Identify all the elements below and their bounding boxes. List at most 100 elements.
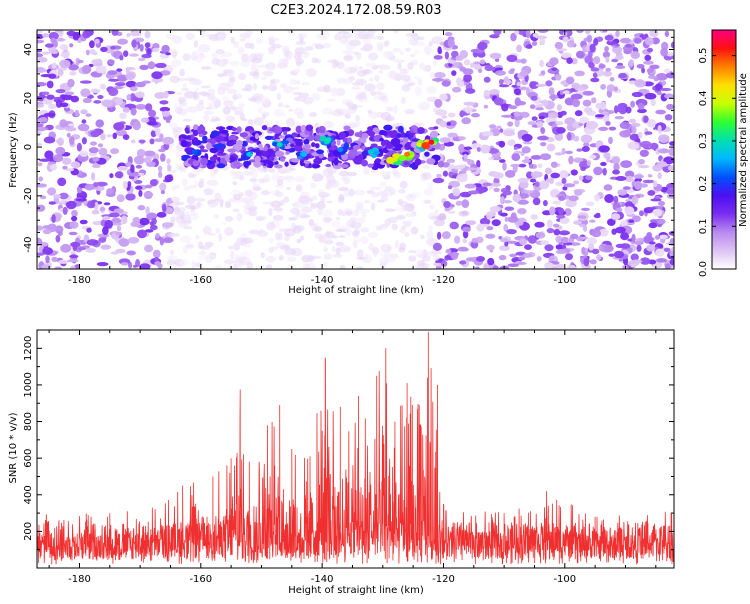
spectrogram-cell xyxy=(336,217,340,221)
spectrogram-cell xyxy=(485,233,496,239)
spectrogram-cell xyxy=(232,93,243,100)
spectrogram-cell xyxy=(236,237,241,245)
spectrogram-cell xyxy=(283,85,295,94)
spectrogram-cell xyxy=(251,57,263,64)
spectrogram-cell xyxy=(664,263,671,269)
spectrogram-cell xyxy=(448,62,453,67)
spectrogram-cell xyxy=(318,234,328,243)
spectrogram-cell xyxy=(100,244,112,250)
spectrogram-cell xyxy=(573,220,582,225)
spectrogram-cell xyxy=(164,174,174,183)
spectrogram-cell xyxy=(43,112,56,117)
spectrogram-cell xyxy=(59,44,69,51)
spectrogram-cell xyxy=(191,50,203,56)
spectrogram-cell xyxy=(580,134,593,144)
spectrogram-cell xyxy=(433,72,446,79)
spectrogram-cell xyxy=(57,69,64,76)
signal-band-cell xyxy=(231,127,237,131)
spectrogram-cell xyxy=(638,165,650,169)
signal-band-cell xyxy=(318,125,326,134)
x-tick-label: -180 xyxy=(68,275,91,286)
spectrogram-cell xyxy=(601,111,609,116)
spectrogram-cell xyxy=(513,88,522,95)
spectrogram-cell xyxy=(268,168,276,173)
spectrogram-cell xyxy=(658,134,670,143)
spectrogram-cell xyxy=(558,230,571,236)
spectrogram-cell xyxy=(190,170,201,176)
spectrogram-cell xyxy=(246,262,254,269)
x-tick-label: -180 xyxy=(68,574,91,585)
spectrogram-cell xyxy=(128,261,133,269)
spectrogram-cell xyxy=(100,133,106,141)
spectrogram-cell xyxy=(622,186,631,190)
spectrogram-cell xyxy=(55,235,61,243)
signal-band-cell xyxy=(228,135,237,142)
spectrogram-cell xyxy=(236,212,243,222)
spectrogram-cell xyxy=(524,244,532,250)
spectrogram-cell xyxy=(180,235,192,243)
spectrogram-cell xyxy=(385,106,394,112)
spectrogram-cell xyxy=(55,89,66,94)
signal-band-cell xyxy=(268,128,276,132)
signal-band-cell xyxy=(291,132,298,137)
spectrogram-cell xyxy=(591,97,597,104)
spectrogram-cell xyxy=(154,92,167,99)
spectrogram-cell xyxy=(471,113,480,118)
spectrogram-cell xyxy=(225,115,235,123)
spectrogram-cell xyxy=(344,113,351,119)
signal-band-cell xyxy=(205,142,212,150)
spectrogram-cell xyxy=(283,228,296,237)
spectrogram-cell xyxy=(428,41,433,47)
spectrogram-cell xyxy=(360,236,369,244)
spectrogram-cell xyxy=(152,153,160,161)
signal-band-cell xyxy=(284,161,289,167)
spectrogram-cell xyxy=(585,201,595,206)
spectrogram-cell xyxy=(55,146,66,155)
spectrogram-cell xyxy=(358,66,363,70)
spectrogram-cell xyxy=(613,195,619,204)
spectrogram-cell xyxy=(525,30,531,39)
spectrogram-cell xyxy=(462,226,471,233)
signal-band-cell xyxy=(348,149,358,158)
spectrogram-cell xyxy=(595,114,605,118)
spectrogram-cell xyxy=(455,55,464,61)
spectrogram-cell xyxy=(436,231,442,240)
spectrogram-cell xyxy=(488,186,493,190)
spectrogram-cell xyxy=(276,179,284,186)
spectrogram-cell xyxy=(561,177,567,184)
signal-band-cell xyxy=(367,163,374,168)
spectrogram-cell xyxy=(232,181,238,186)
signal-band-cell xyxy=(405,141,412,150)
spectrogram-cell xyxy=(409,53,416,58)
spectrogram-cell xyxy=(100,65,107,74)
spectrogram-cell xyxy=(304,46,314,51)
spectrogram-cell xyxy=(90,88,101,94)
spectrogram-cell xyxy=(260,76,268,80)
spectrogram-cell xyxy=(433,219,445,227)
spectrogram-cell xyxy=(150,130,157,138)
spectrogram-cell xyxy=(302,50,310,59)
spectrogram-cell xyxy=(352,230,360,238)
spectrogram-cell xyxy=(509,253,518,258)
spectrogram-cell xyxy=(447,185,453,190)
signal-band-cell xyxy=(367,126,374,132)
spectrogram-cell xyxy=(317,192,330,198)
spectrogram-cell xyxy=(233,41,240,48)
spectrogram-cell xyxy=(346,171,358,177)
spectrogram-cell xyxy=(273,191,284,197)
spectrogram-cell xyxy=(249,168,259,178)
spectrogram-cell xyxy=(310,202,319,209)
spectrogram-cell xyxy=(562,36,569,43)
spectrogram-cell xyxy=(250,62,256,71)
spectrogram-cell xyxy=(548,256,555,261)
spectrogram-cell xyxy=(384,208,396,212)
spectrogram-cell xyxy=(287,264,292,269)
spectrogram-cell xyxy=(356,249,364,258)
spectrogram-cell xyxy=(39,158,51,162)
spectrogram-cell xyxy=(535,35,548,40)
spectrogram-cell xyxy=(646,68,654,74)
spectrogram-cell xyxy=(175,150,184,158)
spectrogram-cell xyxy=(518,163,527,168)
spectrogram-cell xyxy=(51,256,58,262)
signal-band-cell xyxy=(218,126,224,132)
